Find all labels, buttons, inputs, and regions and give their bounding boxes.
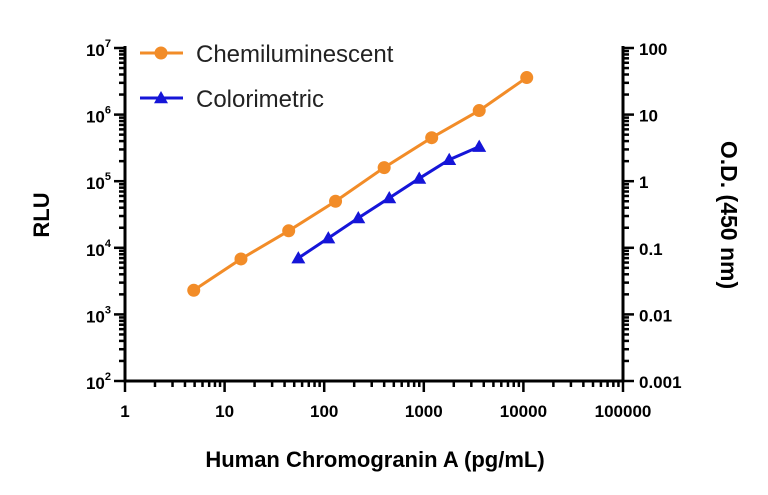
data-point (412, 171, 427, 184)
data-point (472, 139, 487, 152)
x-tick-label: 1 (120, 402, 129, 421)
x-tick-label: 100 (310, 402, 338, 421)
y-right-tick-label: 10 (639, 107, 658, 126)
data-point (234, 252, 248, 266)
series-colorimetric (291, 139, 487, 264)
data-point (520, 71, 534, 85)
data-point (321, 231, 336, 244)
y-right-axis-title: O.D. (450 nm) (716, 141, 742, 289)
x-tick-label: 10000 (500, 402, 547, 421)
data-point (472, 104, 486, 118)
y-right-tick-label: 0.01 (639, 306, 672, 325)
data-point (351, 211, 366, 224)
y-right-tick-label: 0.001 (639, 373, 682, 392)
legend: Chemiluminescent Colorimetric (140, 41, 394, 113)
y-left-tick-label: 105 (86, 171, 111, 193)
data-point (442, 152, 457, 165)
data-point (377, 161, 391, 175)
legend-item: Colorimetric (140, 86, 324, 113)
series-layer (187, 71, 534, 297)
y-left-tick-label: 106 (86, 105, 111, 127)
series-line (192, 76, 528, 292)
y-right-tick-label: 100 (639, 40, 667, 59)
x-tick-label: 100000 (595, 402, 652, 421)
y-left-tick-label: 102 (86, 371, 111, 393)
x-tick-label: 10 (215, 402, 234, 421)
legend-label: Chemiluminescent (196, 41, 394, 68)
data-point (382, 190, 397, 204)
data-point (282, 224, 296, 238)
y-left-tick-label: 104 (86, 238, 112, 260)
series-chemiluminescent (187, 71, 534, 297)
data-point (154, 91, 168, 104)
x-axis-title: Human Chromogranin A (pg/mL) (205, 447, 544, 472)
data-point (425, 131, 439, 145)
data-point (291, 251, 306, 264)
legend-item: Chemiluminescent (140, 41, 394, 68)
data-point (154, 46, 168, 60)
y-right-tick-label: 1 (639, 173, 648, 192)
axis-frame (123, 46, 625, 383)
ticks: 1 10 100 1000 10000 100000 102 103 104 105 106 107 0… (86, 38, 682, 421)
y-right-tick-label: 0.1 (639, 240, 663, 259)
y-left-tick-label: 103 (86, 304, 111, 326)
x-tick-label: 1000 (405, 402, 443, 421)
y-left-axis-title: RLU (29, 192, 54, 237)
data-point (329, 194, 343, 208)
y-left-tick-label: 107 (86, 38, 111, 60)
axes (123, 46, 625, 383)
legend-label: Colorimetric (196, 86, 324, 113)
data-point (187, 283, 201, 297)
